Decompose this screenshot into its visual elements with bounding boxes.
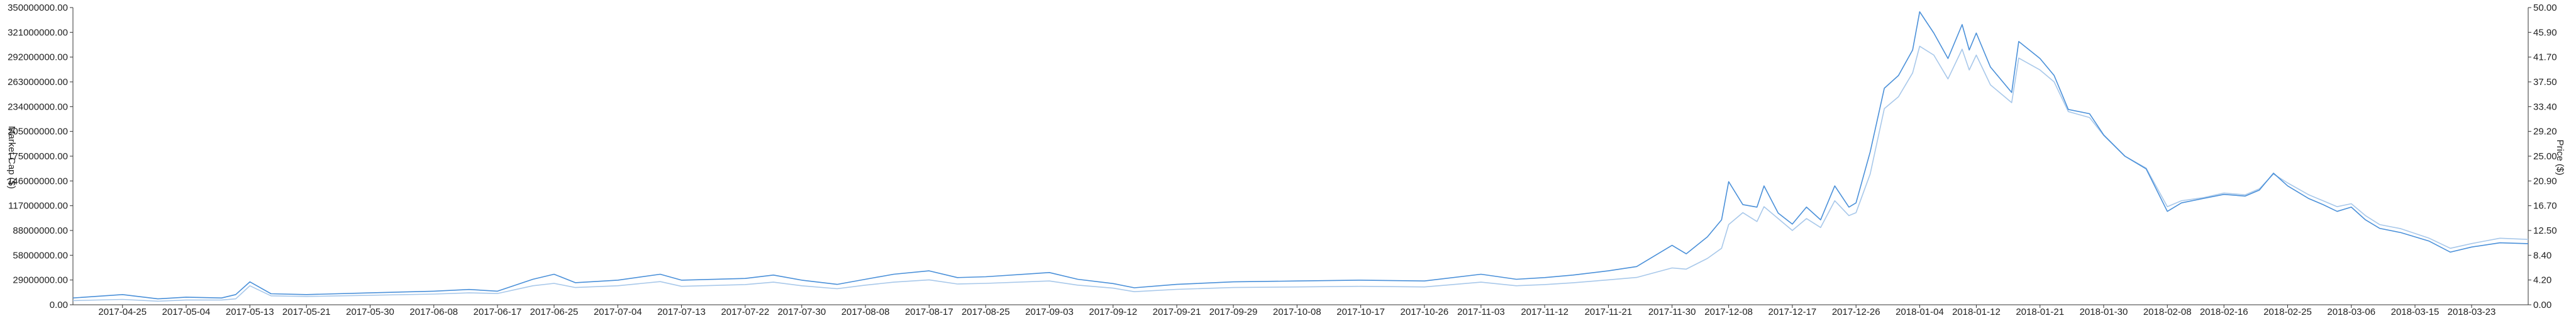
x-tick-label: 2018-02-16 [2200, 307, 2248, 315]
x-tick-label: 2017-05-13 [226, 307, 274, 315]
right-tick-label: 50.00 [2533, 3, 2557, 13]
left-tick-label: 88000000.00 [13, 225, 68, 236]
right-tick-label: 16.70 [2533, 201, 2557, 212]
left-tick-label: 321000000.00 [8, 27, 68, 38]
x-tick-label: 2017-08-17 [905, 307, 953, 315]
x-tick-label: 2018-01-30 [2080, 307, 2128, 315]
x-tick-label: 2017-05-04 [162, 307, 211, 315]
x-tick-label: 2017-06-17 [474, 307, 522, 315]
right-tick-label: 29.20 [2533, 127, 2557, 137]
x-tick-label: 2017-06-25 [530, 307, 579, 315]
right-axis-title: Price ($) [2555, 140, 2565, 176]
right-tick-label: 4.20 [2533, 275, 2551, 286]
right-tick-label: 25.00 [2533, 151, 2557, 162]
price-series-line [72, 45, 2529, 302]
left-tick-label: 205000000.00 [8, 127, 68, 137]
x-tick-label: 2017-10-26 [1401, 307, 1449, 315]
x-tick-label: 2017-08-25 [962, 307, 1010, 315]
left-axis-title: Market Cap ($) [6, 126, 17, 189]
left-tick-label: 263000000.00 [8, 77, 68, 88]
x-tick-label: 2017-07-30 [777, 307, 826, 315]
x-tick-label: 2017-09-29 [1209, 307, 1258, 315]
right-tick-label: 20.90 [2533, 176, 2557, 186]
left-tick-label: 146000000.00 [8, 176, 68, 186]
x-tick-label: 2017-11-30 [1648, 307, 1696, 315]
x-tick-label: 2017-09-21 [1153, 307, 1201, 315]
x-tick-label: 2018-02-25 [2263, 307, 2312, 315]
x-tick-label: 2017-05-21 [282, 307, 331, 315]
right-tick-label: 33.40 [2533, 101, 2557, 112]
right-tick-label: 37.50 [2533, 77, 2557, 88]
left-tick-label: 0.00 [50, 300, 68, 310]
x-tick-label: 2017-11-21 [1585, 307, 1633, 315]
market-cap-series-line [72, 11, 2529, 300]
x-tick-label: 2017-12-26 [1832, 307, 1880, 315]
x-tick-label: 2017-07-13 [657, 307, 706, 315]
x-tick-label: 2018-02-08 [2143, 307, 2192, 315]
x-tick-label: 2017-09-12 [1089, 307, 1137, 315]
axes-layer: 0.00 29000000.00 58000000.00 88000000.00 117… [8, 3, 2557, 317]
x-tick-label: 2017-12-08 [1704, 307, 1753, 315]
x-tick-label: 2018-03-06 [2327, 307, 2375, 315]
left-tick-label: 117000000.00 [8, 201, 68, 212]
left-tick-label: 175000000.00 [8, 151, 68, 162]
x-tick-label: 2018-03-15 [2391, 307, 2440, 315]
right-tick-label: 45.90 [2533, 27, 2557, 38]
x-tick-label: 2018-03-23 [2448, 307, 2496, 315]
series-layer [72, 11, 2529, 302]
x-tick-label: 2017-04-25 [98, 307, 147, 315]
left-tick-label: 350000000.00 [8, 3, 68, 13]
right-tick-label: 8.40 [2533, 250, 2551, 261]
x-tick-label: 2017-09-03 [1025, 307, 1074, 315]
x-tick-label: 2018-01-21 [2016, 307, 2064, 315]
x-tick-label: 2017-07-04 [594, 307, 642, 315]
x-tick-label: 2017-08-08 [841, 307, 890, 315]
right-tick-label: 41.70 [2533, 52, 2557, 63]
x-tick-label: 2018-01-04 [1896, 307, 1944, 315]
x-tick-label: 2017-11-12 [1521, 307, 1568, 315]
x-tick-label: 2017-10-08 [1273, 307, 1321, 315]
x-tick-label: 2017-05-30 [346, 307, 394, 315]
left-tick-label: 234000000.00 [8, 101, 68, 112]
right-tick-label: 12.50 [2533, 225, 2557, 236]
left-tick-label: 29000000.00 [13, 275, 68, 286]
x-tick-label: 2017-06-08 [409, 307, 458, 315]
left-tick-label: 58000000.00 [13, 250, 68, 261]
x-tick-label: 2017-10-17 [1336, 307, 1385, 315]
x-tick-label: 2018-01-12 [1952, 307, 2001, 315]
x-tick-label: 2017-11-03 [1457, 307, 1505, 315]
x-tick-label: 2017-12-17 [1768, 307, 1817, 315]
x-tick-label: 2017-07-22 [721, 307, 769, 315]
left-tick-label: 292000000.00 [8, 52, 68, 63]
right-tick-label: 0.00 [2533, 300, 2551, 310]
